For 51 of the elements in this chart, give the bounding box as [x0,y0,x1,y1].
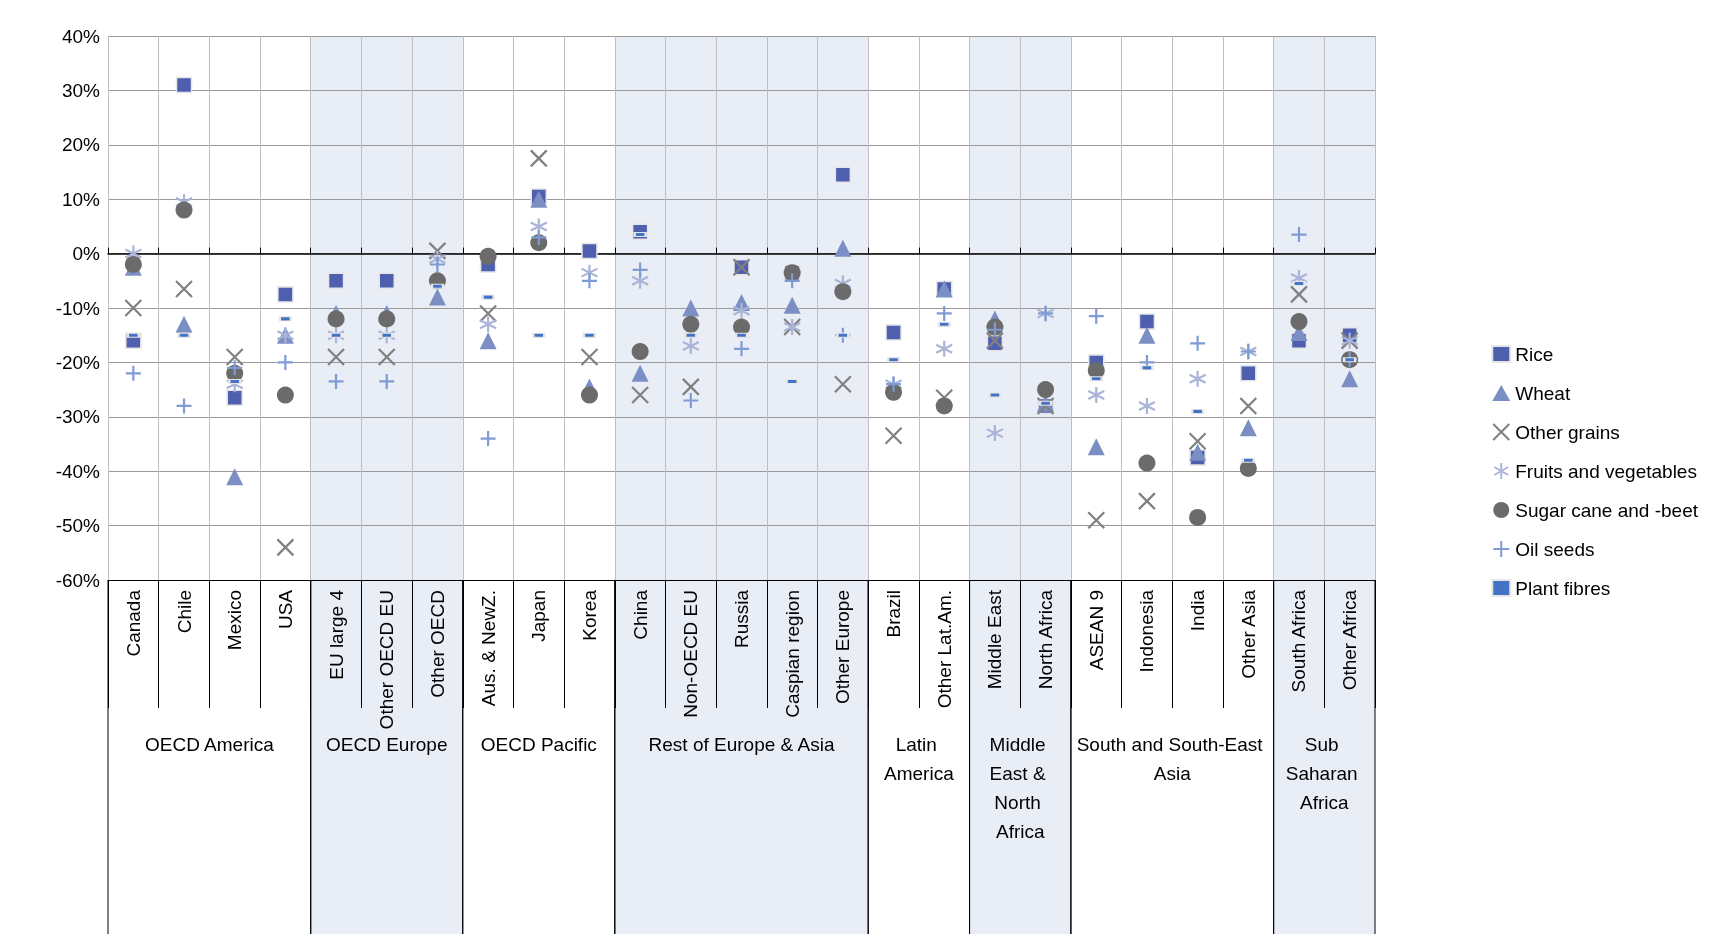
y-tick-label: 40% [61,25,101,47]
x-tick-label: USA [274,589,296,630]
x-tick-label: Non-OECD EU [680,590,702,718]
legend-label: Wheat [1515,382,1571,404]
band-label: Rest of Europe & Asia [648,734,835,755]
x-tick-label: Middle East [984,589,1006,690]
text: OECD America [144,734,275,755]
x-tick-label: North Africa [1035,589,1057,690]
y-tick-label: -10% [55,297,101,319]
y-tick-label: -40% [55,460,101,482]
x-tick-label: China [629,589,651,640]
y-tick-label: -60% [55,569,101,591]
text: OECD Pacific [480,734,597,755]
x-tick-label: Chile [173,590,195,634]
x-tick-label: Other Asia [1237,589,1259,679]
x-tick-label: India [1187,589,1209,632]
text: Latin America [884,734,955,784]
x-tick-label: Indonesia [1136,589,1158,673]
x-tick-label: ASEAN 9 [1085,590,1107,671]
legend-label: Oil seeds [1515,538,1595,560]
band-label: OECD Europe [326,734,448,755]
x-tick-label: Brazil [883,590,905,638]
x-tick-label: Aus. & NewZ. [477,590,499,707]
text: South and South-East Asia [1076,734,1268,784]
y-tick-label: 20% [61,134,101,156]
x-tick-label: Other OECD [426,590,448,698]
y-tick-label: -20% [55,351,101,373]
y-tick-label: -30% [55,406,101,428]
band-label: Middle East & North Africa [989,734,1051,842]
y-tick-label: -50% [55,515,101,537]
legend-label: Fruits and vegetables [1515,460,1697,482]
legend-label: Plant fibres [1515,577,1611,599]
x-tick-label: Korea [578,589,600,641]
x-tick-label: Caspian region [781,590,803,718]
legend-label: Rice [1515,343,1554,365]
legend-label: Other grains [1515,421,1620,443]
x-tick-label: South Africa [1288,589,1310,693]
y-tick-label: 30% [61,79,101,101]
x-tick-label: Other OECD EU [376,590,398,730]
y-tick-label: 10% [61,188,101,210]
x-tick-label: Other Lat.Am. [933,590,955,709]
x-tick-label: Japan [528,590,550,642]
x-tick-label: Canada [122,589,144,657]
band-label: Sub Saharan Africa [1285,734,1363,813]
x-tick-label: Other Africa [1339,589,1361,691]
x-tick-label: EU large 4 [325,589,347,680]
y-tick-label: 0% [72,243,101,265]
x-tick-label: Russia [731,589,752,649]
x-tick-label: Other Europe [832,590,854,705]
legend-label: Sugar cane and -beet [1515,499,1699,521]
x-tick-label: Mexico [224,590,246,651]
